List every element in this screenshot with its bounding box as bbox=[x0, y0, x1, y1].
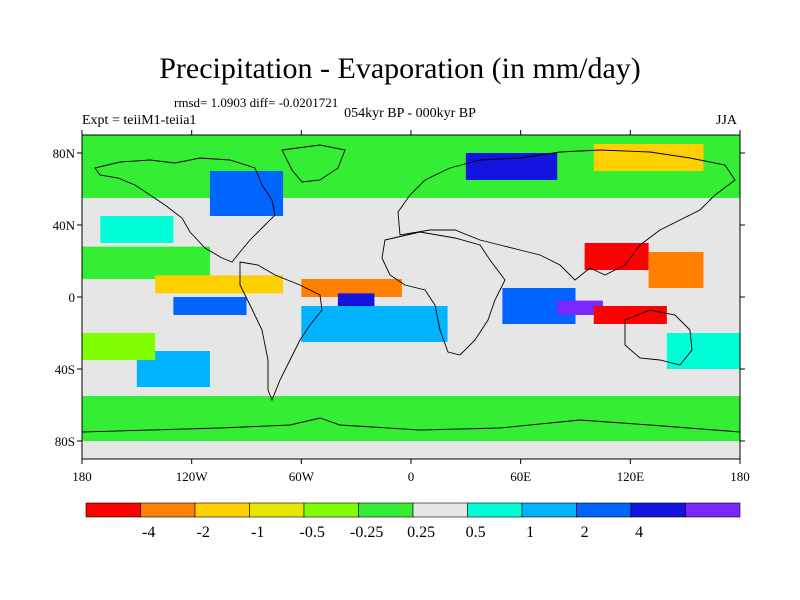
latitude-axis: 80N 40N 0 40S 80S bbox=[53, 146, 745, 449]
colorbar-swatch bbox=[194, 502, 250, 518]
colorbar-swatch bbox=[140, 502, 196, 518]
colorbar: -4 -2 -1 -0.5 -0.25 0.25 0.5 1 2 4 bbox=[85, 502, 741, 541]
colorbar-swatch bbox=[576, 502, 632, 518]
lon-tick-label: 0 bbox=[408, 469, 415, 484]
field-region-11 bbox=[593, 306, 667, 324]
colorbar-swatch bbox=[249, 502, 305, 518]
lon-tick-label: 180 bbox=[72, 469, 92, 484]
coastline-antarctica bbox=[82, 417, 740, 433]
field-layer bbox=[82, 135, 740, 441]
field-region-10 bbox=[557, 300, 603, 315]
plot-title: Precipitation - Evaporation (in mm/day) bbox=[159, 52, 641, 85]
lon-tick-label: 60E bbox=[510, 469, 531, 484]
field-region-6 bbox=[173, 297, 247, 315]
colorbar-swatch bbox=[521, 502, 577, 518]
season-label: JJA bbox=[716, 113, 738, 128]
coastline-layer bbox=[82, 144, 740, 433]
colorbar-label: 4 bbox=[635, 524, 643, 541]
coastline-australia bbox=[624, 309, 693, 366]
coastline-africa bbox=[381, 231, 506, 356]
stats-line: rmsd= 1.0903 diff= -0.0201721 bbox=[174, 95, 339, 110]
colorbar-label: 0.5 bbox=[466, 524, 486, 541]
coastline-south-america bbox=[239, 261, 323, 402]
colorbar-label: 1 bbox=[526, 524, 534, 541]
colorbar-label: -0.5 bbox=[300, 524, 325, 541]
lon-tick-label: 60W bbox=[289, 469, 315, 484]
colorbar-label: 0.25 bbox=[407, 524, 435, 541]
field-region-14 bbox=[465, 153, 558, 180]
colorbar-label: 2 bbox=[581, 524, 589, 541]
field-region-2 bbox=[100, 216, 174, 243]
colorbar-swatch bbox=[630, 502, 686, 518]
field-region-13 bbox=[648, 252, 704, 288]
lat-tick-label: 80S bbox=[55, 434, 75, 449]
field-region-3 bbox=[82, 246, 210, 279]
field-region-4 bbox=[301, 279, 402, 297]
period-label: 054kyr BP - 000kyr BP bbox=[344, 106, 476, 121]
coastline-north-america bbox=[94, 157, 276, 263]
field-region-8 bbox=[301, 306, 448, 342]
coastline-greenland bbox=[281, 144, 346, 183]
experiment-label: Expt = teiiM1-teiia1 bbox=[82, 113, 197, 128]
colorbar-label: -2 bbox=[197, 524, 210, 541]
lat-tick-label: 0 bbox=[69, 290, 76, 305]
colorbar-swatch bbox=[685, 502, 741, 518]
field-region-5 bbox=[155, 275, 284, 294]
field-region-0 bbox=[82, 396, 740, 441]
lat-tick-label: 80N bbox=[53, 146, 76, 161]
colorbar-swatch bbox=[467, 502, 523, 518]
colorbar-label: -0.25 bbox=[350, 524, 383, 541]
field-region-18 bbox=[82, 333, 156, 360]
colorbar-label: -1 bbox=[251, 524, 264, 541]
lon-tick-label: 180 bbox=[730, 469, 750, 484]
lon-tick-label: 120E bbox=[617, 469, 645, 484]
coastline-eurasia bbox=[397, 149, 736, 281]
lat-tick-label: 40N bbox=[53, 218, 76, 233]
lat-tick-label: 40S bbox=[55, 362, 75, 377]
colorbar-swatch bbox=[303, 502, 359, 518]
field-region-15 bbox=[209, 171, 284, 216]
colorbar-swatch bbox=[358, 502, 414, 518]
colorbar-label: -4 bbox=[142, 524, 155, 541]
field-region-19 bbox=[666, 333, 740, 369]
longitude-axis: 180 120W 60W 0 60E 120E 180 bbox=[72, 130, 750, 484]
colorbar-swatch bbox=[85, 502, 141, 518]
colorbar-swatch bbox=[412, 502, 468, 518]
lon-tick-label: 120W bbox=[176, 469, 209, 484]
